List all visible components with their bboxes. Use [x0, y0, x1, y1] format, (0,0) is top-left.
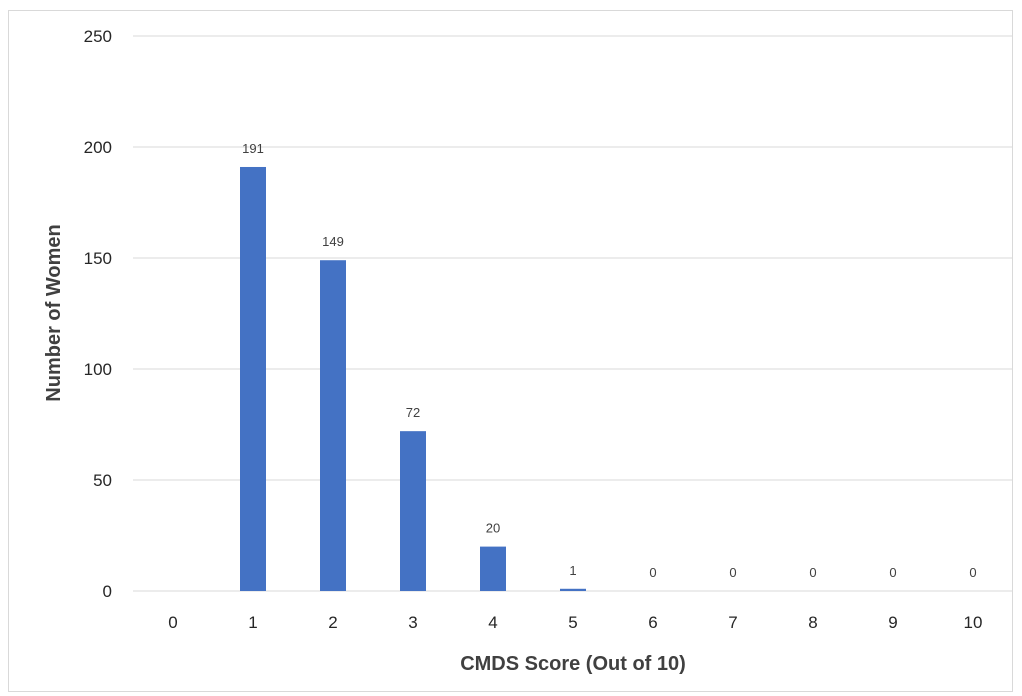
- bar-1: [240, 166, 266, 592]
- x-tick-label-9: 9: [888, 613, 897, 632]
- data-label-6: 0: [649, 565, 656, 580]
- x-tick-label-8: 8: [808, 613, 817, 632]
- data-label-2: 149: [322, 234, 344, 249]
- x-tick-label-6: 6: [648, 613, 657, 632]
- data-label-9: 0: [889, 565, 896, 580]
- gridlines: [133, 35, 1013, 592]
- bar-5: [560, 588, 586, 591]
- data-label-1: 191: [242, 141, 264, 156]
- y-tick-label: 0: [103, 582, 112, 601]
- data-label-4: 20: [486, 521, 500, 536]
- bar-4: [480, 546, 506, 591]
- data-label-5: 1: [569, 563, 576, 578]
- data-label-10: 0: [969, 565, 976, 580]
- x-tick-label-10: 10: [964, 613, 983, 632]
- bars: [240, 166, 586, 592]
- data-label-7: 0: [729, 565, 736, 580]
- y-tick-label: 250: [84, 27, 112, 46]
- x-tick-label-0: 0: [168, 613, 177, 632]
- y-axis-title: Number of Women: [43, 224, 65, 401]
- x-tick-label-5: 5: [568, 613, 577, 632]
- y-tick-label: 200: [84, 138, 112, 157]
- x-tick-label-4: 4: [488, 613, 497, 632]
- x-tick-label-1: 1: [248, 613, 257, 632]
- x-tick-label-3: 3: [408, 613, 417, 632]
- y-tick-label: 100: [84, 360, 112, 379]
- x-tick-labels: 0 1 2 3 4 5 6 7 8 9 10: [168, 613, 982, 632]
- y-tick-label: 50: [93, 471, 112, 490]
- bar-3: [400, 431, 426, 591]
- data-label-8: 0: [809, 565, 816, 580]
- x-axis-title: CMDS Score (Out of 10): [460, 653, 686, 675]
- y-tick-labels: 0 50 100 150 200 250: [84, 27, 112, 601]
- x-tick-label-2: 2: [328, 613, 337, 632]
- chart-frame: [8, 10, 1013, 692]
- x-tick-label-7: 7: [728, 613, 737, 632]
- y-tick-label: 150: [84, 249, 112, 268]
- bar-2: [320, 260, 346, 591]
- data-label-3: 72: [406, 405, 420, 420]
